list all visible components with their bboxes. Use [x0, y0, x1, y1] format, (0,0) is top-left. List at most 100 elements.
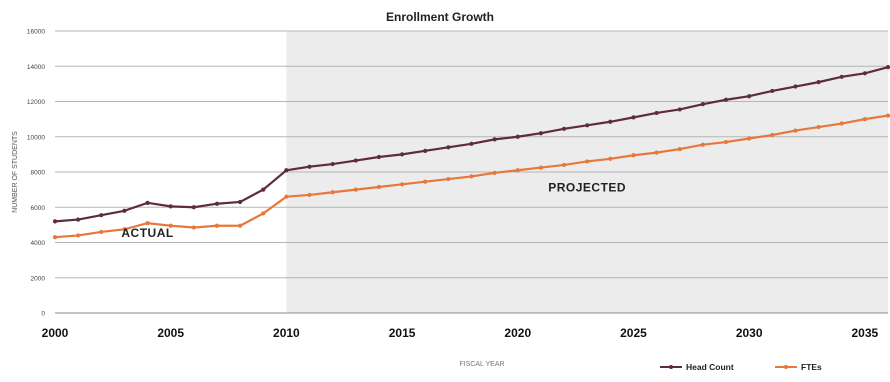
x-tick-label: 2000	[42, 326, 69, 340]
data-point	[376, 154, 382, 160]
data-point	[52, 235, 58, 240]
data-point	[238, 223, 243, 228]
x-tick-label: 2030	[736, 326, 763, 340]
data-point	[608, 119, 613, 124]
x-tick-label: 2025	[620, 326, 647, 340]
data-point	[561, 126, 567, 131]
y-tick-label: 16000	[27, 29, 45, 36]
y-tick-label: 4000	[31, 240, 46, 247]
data-point	[353, 187, 358, 192]
data-point	[446, 145, 451, 150]
x-tick-label: 2010	[273, 326, 300, 340]
data-point	[631, 153, 636, 158]
legend-swatch-marker	[669, 365, 673, 369]
data-point	[145, 200, 150, 205]
data-point	[214, 223, 220, 228]
data-point	[793, 128, 798, 133]
data-point	[261, 187, 266, 192]
data-point	[770, 132, 775, 138]
data-point	[76, 217, 81, 222]
legend-swatch-marker	[784, 365, 788, 369]
y-tick-label: 10000	[27, 134, 45, 141]
x-tick-label: 2005	[157, 326, 184, 340]
data-point	[168, 204, 173, 209]
data-point	[585, 123, 590, 128]
data-point	[330, 161, 335, 167]
y-tick-label: 0	[41, 311, 45, 318]
data-point	[515, 168, 520, 173]
data-point	[677, 146, 682, 152]
data-point	[793, 84, 798, 89]
data-point	[446, 176, 451, 182]
data-point	[631, 115, 636, 120]
data-point	[816, 124, 821, 130]
y-tick-label: 6000	[31, 205, 46, 212]
data-point	[469, 174, 474, 179]
data-point	[376, 184, 382, 190]
data-point	[330, 190, 335, 195]
data-point	[353, 158, 358, 163]
data-point	[99, 229, 104, 235]
data-point	[423, 179, 428, 184]
data-point	[191, 225, 196, 230]
data-point	[862, 71, 867, 76]
data-point	[423, 148, 428, 153]
legend-label: Head Count	[686, 362, 734, 372]
data-point	[307, 192, 312, 198]
chart-title: Enrollment Growth	[386, 10, 494, 24]
data-point	[145, 221, 150, 226]
legend-label: FTEs	[801, 362, 822, 372]
data-point	[307, 164, 312, 169]
data-point	[839, 121, 844, 126]
x-axis-label: FISCAL YEAR	[459, 361, 504, 368]
x-tick-label: 2035	[852, 326, 879, 340]
data-point	[885, 113, 890, 118]
data-point	[214, 201, 220, 206]
data-point	[885, 65, 890, 70]
y-tick-label: 2000	[31, 275, 46, 282]
data-point	[122, 227, 127, 232]
data-point	[284, 168, 289, 173]
data-point	[677, 107, 682, 112]
data-point	[515, 134, 520, 139]
data-point	[654, 150, 659, 155]
data-point	[238, 199, 243, 205]
y-tick-label: 8000	[31, 170, 46, 177]
x-tick-label: 2015	[389, 326, 416, 340]
data-point	[538, 165, 544, 170]
data-point	[561, 162, 567, 168]
data-point	[747, 136, 752, 141]
data-point	[76, 233, 81, 238]
data-point	[585, 159, 590, 164]
data-point	[284, 194, 289, 199]
data-point	[747, 94, 752, 99]
data-point	[816, 80, 821, 85]
data-point	[492, 170, 497, 175]
data-point	[399, 152, 405, 157]
data-point	[700, 142, 705, 147]
data-point	[261, 211, 266, 216]
data-point	[191, 205, 196, 210]
data-point	[469, 141, 474, 146]
data-point	[492, 137, 497, 142]
annotation-label: PROJECTED	[548, 180, 626, 194]
y-axis-label: NUMBER OF STUDENTS	[12, 131, 19, 213]
data-point	[99, 213, 104, 218]
y-tick-label: 12000	[27, 99, 45, 106]
data-point	[122, 208, 127, 213]
data-point	[538, 131, 544, 136]
data-point	[862, 117, 867, 122]
annotation-label: ACTUAL	[121, 226, 173, 240]
y-tick-label: 14000	[27, 64, 45, 71]
data-point	[723, 139, 729, 145]
data-point	[168, 223, 173, 228]
data-point	[723, 97, 729, 102]
data-point	[399, 182, 405, 187]
data-point	[770, 88, 775, 94]
data-point	[608, 156, 613, 161]
x-tick-label: 2020	[504, 326, 531, 340]
data-point	[654, 110, 659, 116]
data-point	[839, 74, 844, 79]
